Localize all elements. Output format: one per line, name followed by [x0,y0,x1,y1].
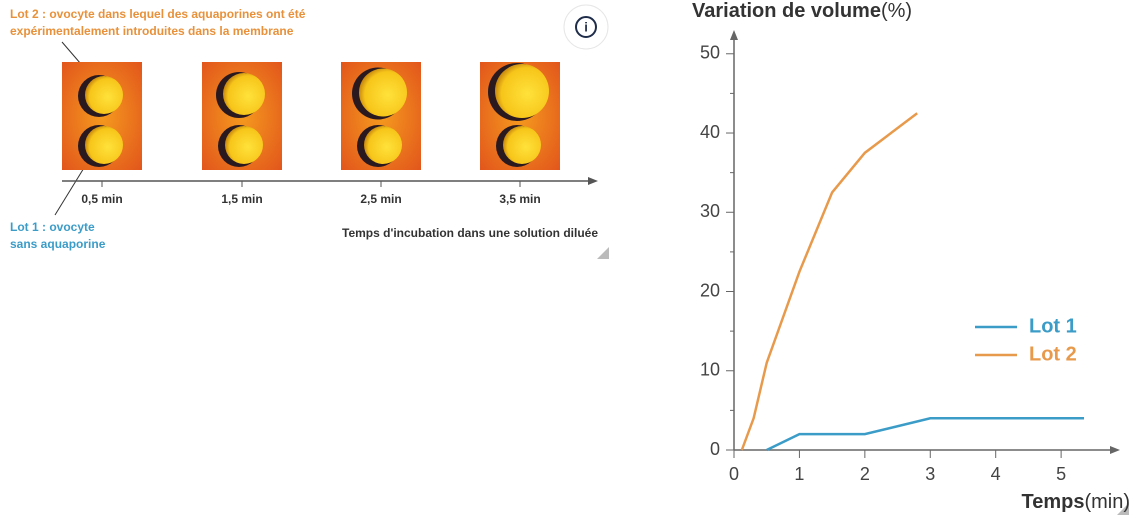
label-part: Temps [1021,491,1084,513]
y-tick-label: 50 [700,43,720,63]
y-tick-label: 0 [710,439,720,459]
oocyte [223,73,265,115]
lot1-label: sans aquaporine [10,237,106,251]
axis-label: Temps d'incubation dans une solution dil… [342,226,598,240]
x-tick-label: 1 [794,464,804,484]
lot2-label: expérimentalement introduites dans la me… [10,24,294,38]
x-tick-label: 5 [1056,464,1066,484]
oocyte [85,126,123,164]
oocyte [495,64,549,118]
legend-label: Lot 1 [1029,315,1077,337]
series-line [767,418,1084,450]
label-part: (%) [881,0,912,22]
y-tick-label: 30 [700,201,720,221]
label-part: (min) [1084,491,1130,513]
x-axis-label: Temps(min) [1021,491,1130,513]
y-tick-label: 20 [700,280,720,300]
legend-label: Lot 2 [1029,343,1077,365]
axis-arrow [588,177,598,185]
time-label: 2,5 min [360,192,401,206]
time-label: 1,5 min [221,192,262,206]
lot1-label: Lot 1 : ovocyte [10,220,95,234]
oocyte [364,126,402,164]
page: Lot 2 : ovocyte dans lequel des aquapori… [0,0,1137,520]
info-icon-text: i [584,19,588,34]
x-tick-label: 3 [925,464,935,484]
diagram: Lot 2 : ovocyte dans lequel des aquapori… [10,5,1129,515]
resize-icon[interactable] [597,247,609,259]
lot2-label: Lot 2 : ovocyte dans lequel des aquapori… [10,7,306,21]
time-label: 0,5 min [81,192,122,206]
oocyte [503,126,541,164]
axis-arrow [730,30,738,40]
y-tick-label: 40 [700,122,720,142]
x-tick-label: 0 [729,464,739,484]
x-tick-label: 4 [991,464,1001,484]
label-part: Variation de volume [692,0,881,22]
y-tick-label: 10 [700,360,720,380]
y-axis-label: Variation de volume(%) [692,0,912,22]
oocyte [359,69,407,117]
series-line [742,113,917,450]
time-label: 3,5 min [499,192,540,206]
oocyte [225,126,263,164]
x-tick-label: 2 [860,464,870,484]
axis-arrow [1110,446,1120,454]
oocyte [85,76,123,114]
